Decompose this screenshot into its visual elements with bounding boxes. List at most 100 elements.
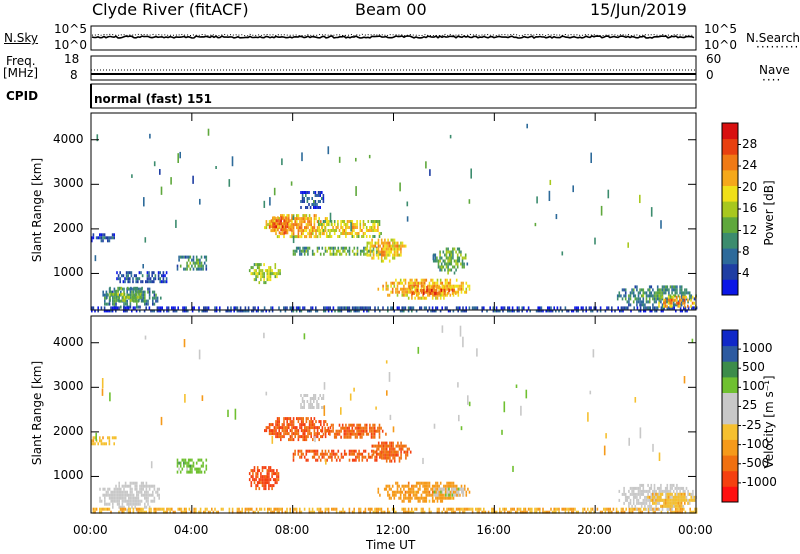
echo-cell bbox=[102, 436, 104, 440]
echo-cell bbox=[594, 237, 596, 245]
echo-cell bbox=[297, 449, 300, 453]
echo-cell bbox=[645, 495, 648, 499]
echo-cell bbox=[623, 288, 625, 292]
echo-cell bbox=[585, 510, 587, 514]
echo-cell bbox=[172, 309, 175, 313]
echo-cell bbox=[515, 510, 517, 514]
echo-cell bbox=[297, 432, 300, 436]
echo-cell bbox=[451, 510, 453, 514]
echo-cell bbox=[648, 297, 651, 301]
echo-cell bbox=[365, 429, 368, 433]
echo-cell bbox=[433, 484, 436, 488]
echo-cell bbox=[393, 256, 396, 260]
echo-cell bbox=[446, 281, 448, 285]
echo-cell bbox=[439, 496, 442, 500]
echo-cell bbox=[119, 280, 121, 284]
echo-cell bbox=[187, 255, 190, 259]
echo-cell bbox=[152, 296, 154, 300]
echo-cell bbox=[118, 510, 120, 514]
echo-cell bbox=[607, 306, 610, 310]
echo-cell bbox=[611, 309, 613, 313]
echo-cell bbox=[247, 309, 250, 313]
echo-cell bbox=[428, 510, 431, 514]
echo-cell bbox=[401, 241, 404, 245]
colorbar-tick-label: 500 bbox=[742, 360, 765, 375]
echo-cell bbox=[618, 291, 621, 295]
echo-cell bbox=[439, 250, 441, 254]
echo-cell bbox=[671, 291, 673, 295]
echo-cell bbox=[121, 490, 124, 494]
echo-cell bbox=[300, 394, 302, 397]
echo-cell bbox=[183, 306, 186, 310]
echo-cell bbox=[288, 438, 290, 442]
echo-cell bbox=[305, 438, 308, 442]
echo-cell bbox=[324, 420, 327, 424]
echo-cell bbox=[192, 464, 195, 468]
echo-cell bbox=[300, 420, 303, 424]
echo-cell bbox=[349, 220, 352, 223]
echo-cell bbox=[644, 498, 646, 502]
echo-cell bbox=[126, 490, 128, 494]
echo-cell bbox=[263, 466, 265, 470]
echo-cell bbox=[134, 296, 136, 300]
echo-cell bbox=[444, 490, 447, 494]
echo-cell bbox=[656, 501, 659, 505]
echo-cell bbox=[611, 510, 613, 514]
echo-cell bbox=[398, 290, 400, 294]
echo-cell bbox=[462, 336, 464, 348]
echo-cell bbox=[156, 296, 159, 300]
echo-cell bbox=[174, 510, 176, 514]
echo-cell bbox=[676, 285, 678, 289]
echo-cell bbox=[303, 191, 305, 194]
echo-cell bbox=[115, 298, 118, 302]
echo-cell bbox=[403, 450, 406, 454]
echo-cell bbox=[423, 296, 426, 300]
echo-cell bbox=[478, 510, 480, 514]
echo-cell bbox=[414, 296, 416, 300]
echo-cell bbox=[271, 472, 273, 476]
echo-cell bbox=[308, 191, 310, 194]
echo-cell bbox=[314, 436, 316, 443]
echo-cell bbox=[295, 306, 298, 310]
echo-cell bbox=[331, 452, 333, 456]
echo-cell bbox=[266, 278, 269, 282]
echo-cell bbox=[324, 510, 327, 514]
echo-cell bbox=[300, 417, 303, 421]
echo-cell bbox=[279, 309, 282, 313]
echo-cell bbox=[341, 220, 344, 223]
echo-cell bbox=[403, 510, 405, 514]
echo-cell bbox=[119, 507, 122, 511]
echo-cell bbox=[303, 394, 305, 397]
echo-cell bbox=[646, 306, 648, 310]
echo-cell bbox=[319, 510, 322, 514]
echo-cell bbox=[682, 297, 685, 301]
echo-cell bbox=[303, 252, 306, 256]
echo-cell bbox=[255, 472, 257, 476]
echo-cell bbox=[312, 426, 314, 430]
echo-cell bbox=[273, 432, 276, 436]
echo-cell bbox=[639, 288, 641, 292]
echo-cell bbox=[335, 429, 338, 433]
echo-cell bbox=[656, 306, 659, 310]
echo-cell bbox=[105, 236, 107, 240]
echo-cell bbox=[492, 510, 495, 514]
echo-cell bbox=[353, 507, 355, 511]
x-axis-label: Time UT bbox=[366, 538, 416, 552]
echo-cell bbox=[292, 252, 295, 256]
echo-cell bbox=[655, 498, 657, 502]
echo-cell bbox=[683, 301, 686, 305]
echo-cell bbox=[623, 510, 626, 514]
echo-cell bbox=[356, 426, 358, 430]
echo-cell bbox=[393, 238, 396, 242]
echo-cell bbox=[284, 426, 287, 430]
echo-cell bbox=[317, 200, 320, 203]
echo-cell bbox=[605, 433, 607, 439]
echo-cell bbox=[286, 423, 288, 427]
echo-cell bbox=[475, 306, 477, 310]
echo-cell bbox=[286, 510, 288, 514]
echo-cell bbox=[183, 510, 186, 514]
echo-cell bbox=[152, 299, 154, 303]
echo-cell bbox=[304, 435, 306, 439]
echo-cell bbox=[484, 510, 487, 514]
echo-cell bbox=[663, 306, 665, 310]
